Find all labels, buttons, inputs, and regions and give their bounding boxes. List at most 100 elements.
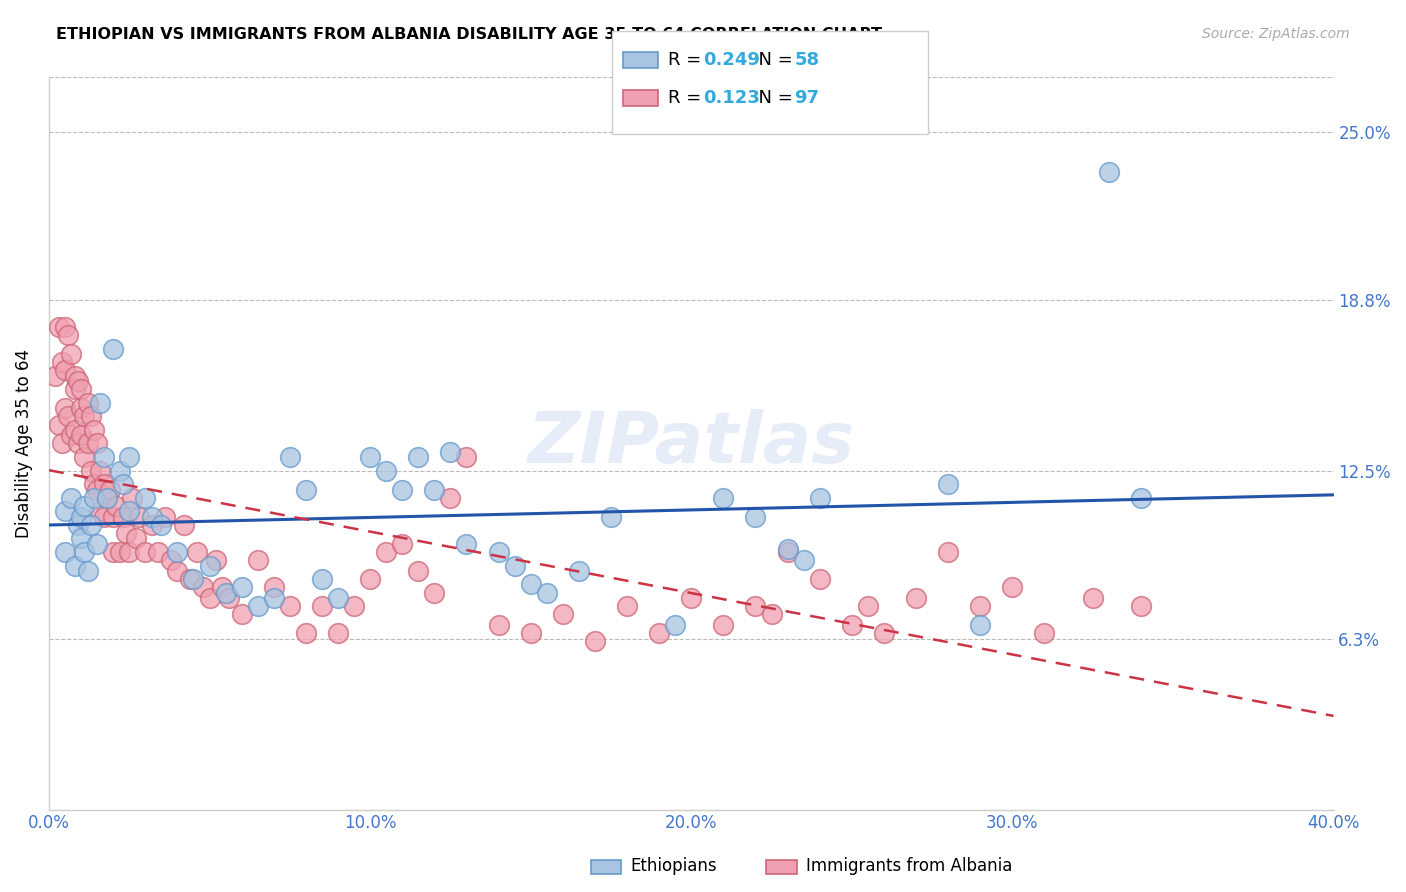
- Y-axis label: Disability Age 35 to 64: Disability Age 35 to 64: [15, 349, 32, 538]
- Point: [1001, 580, 1024, 594]
- Point: [761, 607, 783, 622]
- Text: ZIPatlas: ZIPatlas: [527, 409, 855, 478]
- Point: [793, 553, 815, 567]
- Point: [96, 491, 118, 505]
- Point: [63, 382, 86, 396]
- Text: 97: 97: [794, 89, 820, 107]
- Point: [166, 564, 188, 578]
- Point: [439, 444, 461, 458]
- Point: [423, 585, 446, 599]
- Text: N =: N =: [747, 89, 799, 107]
- Point: [936, 477, 959, 491]
- Point: [80, 409, 103, 424]
- Point: [118, 450, 141, 464]
- Point: [53, 545, 76, 559]
- Point: [108, 464, 131, 478]
- Point: [439, 491, 461, 505]
- Point: [198, 591, 221, 605]
- Point: [51, 355, 73, 369]
- Point: [295, 626, 318, 640]
- Point: [326, 626, 349, 640]
- Point: [326, 591, 349, 605]
- Point: [89, 396, 111, 410]
- Point: [423, 483, 446, 497]
- Point: [205, 553, 228, 567]
- Point: [375, 545, 398, 559]
- Point: [73, 545, 96, 559]
- Point: [103, 509, 125, 524]
- Text: R =: R =: [668, 51, 707, 69]
- Point: [76, 564, 98, 578]
- Point: [841, 618, 863, 632]
- Point: [375, 464, 398, 478]
- Point: [536, 585, 558, 599]
- Point: [70, 428, 93, 442]
- Point: [86, 436, 108, 450]
- Point: [179, 572, 201, 586]
- Point: [568, 564, 591, 578]
- Text: R =: R =: [668, 89, 707, 107]
- Point: [969, 618, 991, 632]
- Point: [648, 626, 671, 640]
- Point: [1129, 491, 1152, 505]
- Point: [111, 509, 134, 524]
- Point: [73, 499, 96, 513]
- Point: [246, 553, 269, 567]
- Point: [86, 483, 108, 497]
- Point: [456, 537, 478, 551]
- Point: [776, 542, 799, 557]
- Point: [73, 450, 96, 464]
- Text: 0.123: 0.123: [703, 89, 759, 107]
- Point: [70, 509, 93, 524]
- Text: Ethiopians: Ethiopians: [630, 857, 717, 875]
- Point: [391, 483, 413, 497]
- Point: [600, 509, 623, 524]
- Point: [488, 545, 510, 559]
- Point: [1033, 626, 1056, 640]
- Point: [103, 545, 125, 559]
- Point: [1129, 599, 1152, 614]
- Point: [48, 417, 70, 432]
- Point: [744, 599, 766, 614]
- Point: [66, 374, 89, 388]
- Point: [456, 450, 478, 464]
- Point: [808, 572, 831, 586]
- Point: [1098, 165, 1121, 179]
- Point: [183, 572, 205, 586]
- Point: [583, 634, 606, 648]
- Text: Immigrants from Albania: Immigrants from Albania: [806, 857, 1012, 875]
- Point: [63, 368, 86, 383]
- Point: [936, 545, 959, 559]
- Point: [134, 545, 156, 559]
- Point: [70, 401, 93, 416]
- Text: Source: ZipAtlas.com: Source: ZipAtlas.com: [1202, 27, 1350, 41]
- Point: [111, 477, 134, 491]
- Point: [191, 580, 214, 594]
- Point: [969, 599, 991, 614]
- Point: [115, 525, 138, 540]
- Point: [83, 423, 105, 437]
- Point: [808, 491, 831, 505]
- Point: [905, 591, 928, 605]
- Point: [616, 599, 638, 614]
- Point: [776, 545, 799, 559]
- Point: [311, 599, 333, 614]
- Point: [118, 504, 141, 518]
- Point: [173, 517, 195, 532]
- Point: [711, 618, 734, 632]
- Point: [166, 545, 188, 559]
- Point: [63, 423, 86, 437]
- Point: [681, 591, 703, 605]
- Point: [263, 580, 285, 594]
- Point: [664, 618, 686, 632]
- Point: [83, 491, 105, 505]
- Point: [295, 483, 318, 497]
- Point: [93, 450, 115, 464]
- Point: [70, 532, 93, 546]
- Point: [76, 396, 98, 410]
- Point: [98, 483, 121, 497]
- Point: [519, 626, 541, 640]
- Point: [134, 491, 156, 505]
- Point: [343, 599, 366, 614]
- Point: [231, 607, 253, 622]
